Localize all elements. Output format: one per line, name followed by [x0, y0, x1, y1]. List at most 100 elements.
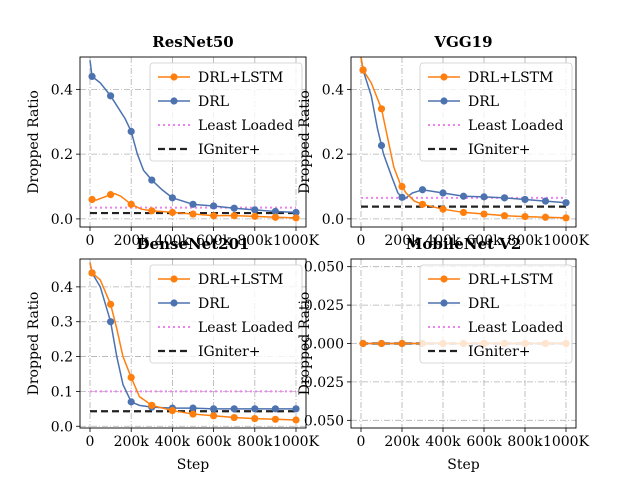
data-point [230, 405, 238, 413]
data-point [189, 404, 197, 412]
y-tick-label: 0.000 [304, 337, 344, 353]
y-tick-label: 0.2 [322, 147, 344, 163]
legend: DRL+LSTM DRL Least Loaded IGniter+ [149, 264, 303, 364]
legend-marker [440, 73, 448, 81]
data-point [251, 206, 259, 214]
data-point [398, 193, 406, 201]
data-point [88, 269, 96, 277]
data-point [210, 412, 218, 420]
legend-label: DRL [198, 94, 229, 110]
legend: DRL+LSTM DRL Least Loaded IGniter+ [149, 62, 303, 162]
data-point [500, 212, 509, 220]
panel-title: VGG19 [433, 33, 492, 51]
data-point [88, 72, 96, 81]
x-tick-label: 400k [155, 434, 191, 450]
data-point [562, 199, 570, 207]
y-axis-label: Dropped Ratio [297, 292, 313, 396]
legend-label: Least Loaded [198, 118, 294, 134]
legend-label: Least Loaded [468, 320, 564, 336]
panel-mobilenet-v2: 0 200k 400k 600k 800k 1000K0.0500.0250.0000.0… [297, 235, 590, 473]
data-point [418, 186, 427, 194]
data-point [377, 339, 386, 348]
x-tick-label: 200k [114, 233, 150, 249]
data-point [271, 213, 279, 221]
panel-densenet201: 0 200k 400k 600k 800k 1000K0.00.10.20.30.4Den… [26, 235, 320, 473]
legend-box [419, 264, 573, 364]
series-line-drl [89, 262, 296, 410]
y-axis-label: Dropped Ratio [26, 90, 42, 194]
series-group [88, 262, 300, 424]
data-point [148, 207, 156, 215]
data-point [148, 401, 156, 409]
y-tick-label: 0.025 [304, 298, 344, 314]
legend-label: DRL [198, 296, 229, 312]
y-tick-label: 0.2 [51, 350, 73, 366]
data-point [418, 200, 427, 208]
series-line-drl-lstm [90, 192, 297, 219]
series-line-drl-lstm [89, 262, 297, 421]
x-tick-label: 200k [114, 434, 150, 450]
data-point [230, 413, 238, 422]
data-point [459, 208, 468, 217]
y-tick-label: 0.4 [51, 280, 73, 296]
legend-label: DRL+LSTM [198, 272, 283, 288]
legend-label: DRL+LSTM [198, 70, 283, 86]
data-point [541, 197, 550, 205]
x-tick-label: 1000K [273, 434, 320, 450]
axes-frame [79, 258, 307, 429]
y-tick-label: 0.3 [51, 315, 73, 331]
x-tick-label: 400k [425, 434, 461, 450]
data-point [127, 373, 135, 382]
panel-title: ResNet50 [152, 33, 234, 51]
data-point [210, 202, 218, 210]
legend-label: DRL+LSTM [468, 70, 553, 86]
data-point [377, 105, 386, 113]
data-point [292, 405, 300, 413]
data-point [210, 405, 218, 413]
x-axis-label: Step [447, 457, 480, 473]
y-tick-label: 0.050 [304, 413, 344, 429]
legend-marker [170, 275, 178, 283]
x-tick-label: 400k [155, 233, 191, 249]
x-tick-label: 400k [425, 233, 461, 249]
legend-label: DRL [468, 296, 499, 312]
x-tick-label: 0 [86, 233, 95, 249]
y-tick-label: 0.1 [51, 384, 73, 400]
data-point [377, 141, 386, 150]
data-point [439, 189, 447, 197]
data-point [107, 318, 115, 326]
data-point [148, 176, 156, 184]
y-tick-label: 0.0 [51, 419, 73, 435]
data-point [480, 210, 488, 218]
legend-box [419, 62, 573, 162]
data-point [521, 195, 529, 204]
data-point [292, 208, 300, 217]
x-tick-label: 600k [466, 233, 502, 249]
x-tick-label: 800k [237, 233, 273, 249]
panel-resnet50: 0 200k 400k 600k 800k 1000K 0.0 0.2 0.4 ResNet50 D… [26, 33, 320, 249]
data-point [541, 213, 550, 221]
legend: DRL+LSTM DRL Least Loaded IGniter+ [419, 264, 573, 364]
legend-marker [170, 299, 178, 307]
legend-marker [170, 97, 178, 105]
data-point [168, 194, 176, 202]
legend-label: IGniter+ [198, 344, 261, 360]
data-point [127, 200, 135, 208]
data-point [107, 300, 115, 308]
data-point [292, 214, 300, 222]
y-tick-label: 0.2 [51, 147, 73, 163]
data-point [562, 214, 570, 222]
legend-marker [440, 275, 448, 283]
legend-label: DRL+LSTM [468, 272, 553, 288]
x-axis-label: Step [177, 457, 210, 473]
data-point [168, 208, 176, 217]
legend-box [149, 62, 303, 162]
legend-box [149, 264, 303, 364]
data-point [480, 193, 488, 201]
data-point [271, 405, 279, 413]
data-point [500, 194, 509, 202]
x-tick-label: 1000K [543, 434, 590, 450]
legend-label: DRL [468, 94, 499, 110]
data-point [230, 204, 238, 212]
data-point [107, 191, 115, 199]
